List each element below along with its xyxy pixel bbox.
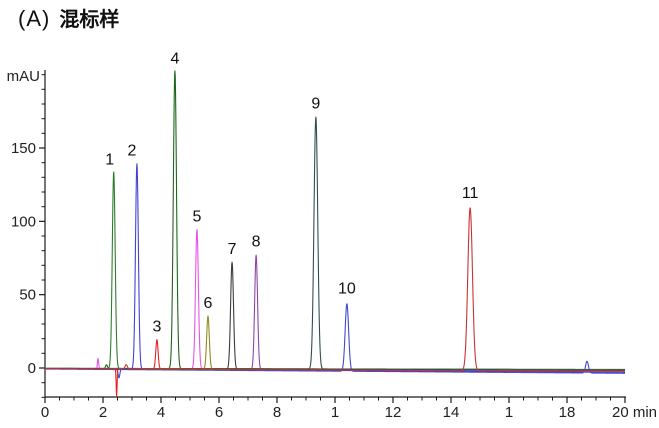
trace-standard-7 [44, 261, 626, 371]
x-tick-label: 6 [215, 404, 223, 421]
trace-standard-2 [44, 163, 626, 379]
x-tick-label: 14 [443, 404, 460, 421]
peak-label-11: 11 [462, 185, 479, 202]
peak-label-5: 5 [193, 209, 202, 226]
panel-label: (A) [18, 6, 51, 31]
peak-label-9: 9 [311, 96, 320, 113]
y-tick-label: 0 [28, 360, 36, 377]
peak-label-4: 4 [170, 50, 179, 67]
peak-label-1: 1 [105, 151, 114, 168]
x-tick-label: 4 [157, 404, 165, 421]
peak-label-7: 7 [228, 241, 237, 258]
figure-title: (A) 混标样 [18, 3, 119, 32]
trace-standard-4 [44, 70, 626, 371]
peak-label-8: 8 [252, 234, 261, 251]
x-tick-label: 8 [273, 404, 281, 421]
y-tick-label: 150 [11, 140, 36, 157]
trace-standard-6 [44, 315, 626, 371]
y-tick-label: 100 [11, 213, 36, 230]
x-tick-label: 0 [41, 404, 49, 421]
trace-standard-11 [44, 207, 626, 372]
x-tick-label: 2 [99, 404, 107, 421]
peak-label-6: 6 [204, 295, 213, 312]
trace-standard-5 [44, 229, 626, 371]
sample-name-label: 混标样 [59, 9, 120, 31]
trace-standard-8 [44, 254, 626, 372]
x-tick-label: 18 [559, 404, 576, 421]
trace-standard-1 [44, 171, 626, 371]
y-tick-label: 50 [19, 287, 36, 304]
trace-standard-10 [44, 303, 626, 374]
peak-label-10: 10 [338, 281, 356, 298]
x-tick-label: 12 [385, 404, 402, 421]
x-tick-label: 1 [505, 404, 513, 421]
peak-label-3: 3 [152, 319, 161, 336]
x-tick-label: 1 [331, 404, 339, 421]
peak-label-2: 2 [127, 143, 136, 160]
x-tick-label: 20 min [612, 404, 657, 421]
y-axis-unit-label: mAU [7, 68, 40, 85]
